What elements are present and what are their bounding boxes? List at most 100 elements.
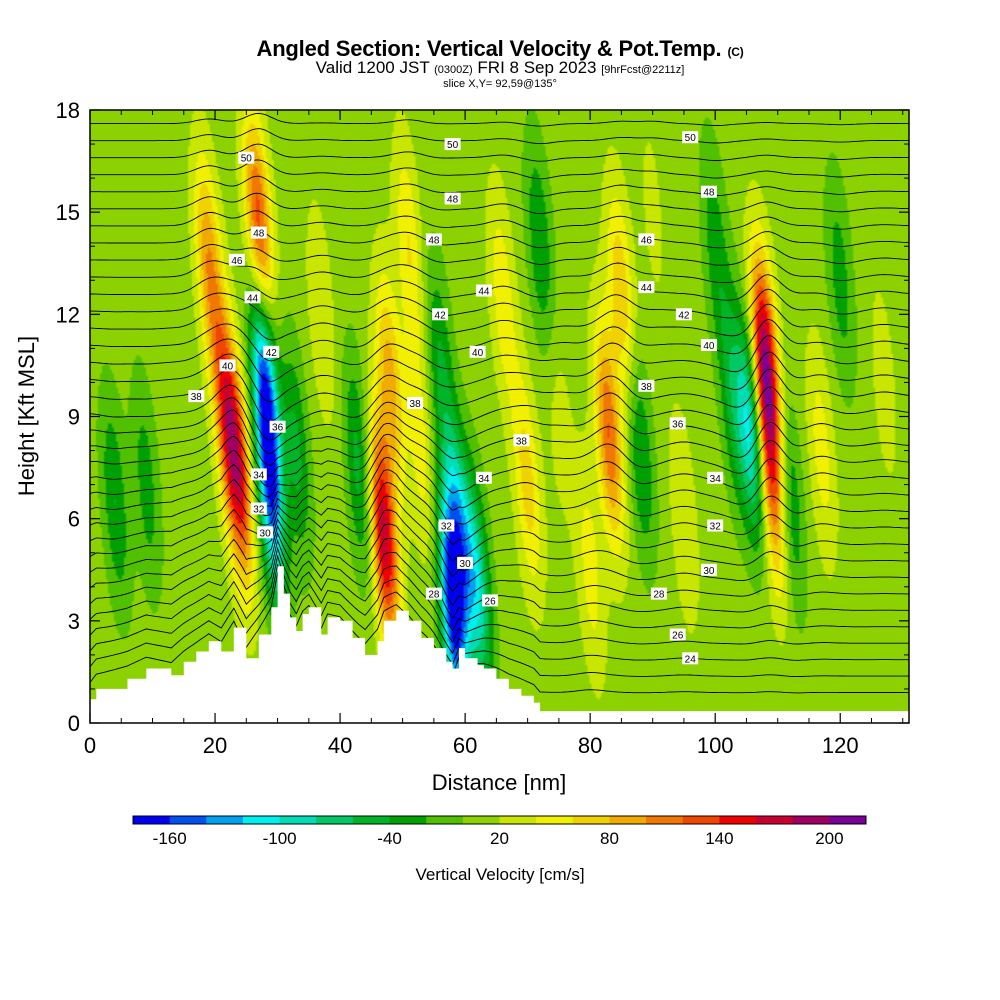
title-text: Angled Section: Vertical Velocity & Pot.… [256,36,722,61]
slice-info: slice X,Y= 92,59@135° [443,78,557,90]
contour-label-text: 30 [703,566,715,577]
contour-label: 42 [432,308,449,321]
colorbar-tick-label: -40 [377,829,402,848]
contour-label-text: 42 [678,310,690,321]
contour-label-box [638,281,655,294]
colorbar-segment [756,816,794,824]
contour-label-text: 50 [685,133,697,144]
contour-labels: 50 48 46 44 42 40 38 36 34 32 30 50 48 48 44 42 40 38 38 34… [188,131,724,665]
contour-label: 34 [250,468,267,481]
colorbar-segment [352,816,391,824]
colorbar-segment [536,816,574,824]
contour-label-text: 48 [447,195,459,206]
theta-contour [90,303,909,341]
theta-contour [90,572,909,694]
contour-label-text: 50 [447,140,459,151]
x-tick-label: 80 [578,733,602,758]
contour-label: 48 [444,192,461,206]
contour-label: 38 [513,434,530,447]
contour-label-box [682,131,699,144]
contour-label-text: 30 [460,559,472,570]
forecast-info: [9hrFcst@2211z] [601,64,685,76]
contour-label: 30 [700,563,717,577]
contour-label: 48 [425,233,442,246]
valid-zulu: (0300Z) [434,64,473,76]
colorbar-segment [462,816,500,824]
colorbar-tick-label: -100 [263,829,297,848]
contour-label-text: 28 [428,590,440,601]
y-tick-label: 18 [56,98,80,123]
theta-contour [90,397,909,454]
contour-label-box [700,185,717,198]
theta-contour [90,546,909,645]
contour-label-text: 40 [472,348,484,359]
contour-label-text: 42 [266,348,278,359]
contour-label-text: 38 [410,399,422,410]
y-tick-label: 15 [56,200,80,225]
contour-label: 44 [638,281,655,294]
y-tick-label: 3 [68,609,80,634]
colorbar-segment [206,816,244,824]
contour-label: 24 [682,652,699,665]
x-tick-label: 40 [328,733,352,758]
theta-contour [90,175,909,197]
theta-contour [90,351,909,403]
contour-label: 44 [244,291,261,304]
contour-label-text: 26 [485,596,497,607]
chart-title: Angled Section: Vertical Velocity & Pot.… [0,36,1000,62]
contour-label-text: 30 [260,528,272,539]
contour-label-box [638,379,655,392]
contour-label-box [475,284,492,297]
contour-label: 42 [263,345,280,359]
contour-label: 50 [444,138,461,151]
contour-label: 34 [707,471,724,485]
contour-label-text: 48 [703,188,715,199]
theta-contour [90,554,909,661]
contour-label-box [438,519,455,532]
theta-contour [90,319,909,362]
x-tick-label: 100 [697,733,734,758]
contour-label-text: 36 [272,423,284,434]
contour-label-box [257,526,274,539]
contour-label-box [432,308,449,321]
theta-contour [90,384,909,441]
terrain [90,566,909,723]
contour-label-box [638,233,655,246]
contour-label-box [250,226,267,239]
contour-label: 48 [700,185,717,199]
contour-label-box [250,468,267,481]
colorbar-segment [646,816,684,824]
contour-label-box [188,390,205,403]
theta-contour [90,433,909,494]
contour-label-text: 36 [672,419,684,430]
contour-label-text: 32 [441,522,453,533]
chart-subtitle: Valid 1200 JST (0300Z) FRI 8 Sep 2023 [9… [0,58,1000,78]
contour-label: 34 [475,471,492,485]
x-tick-label: 60 [453,733,477,758]
y-axis-label: Height [Kft MSL] [14,336,39,496]
potential-temperature-contours [90,112,909,694]
theta-contour [90,274,909,301]
theta-contour [90,409,909,466]
contour-label-box [407,396,424,409]
contour-label: 42 [675,308,692,321]
theta-contour [90,159,909,180]
contour-label-box [263,345,280,358]
contour-label-box [269,420,286,433]
contour-label: 30 [257,526,274,539]
theta-contour [90,482,909,562]
y-tick-label: 12 [56,302,80,327]
contour-label: 40 [700,339,717,352]
contour-label-text: 38 [191,392,203,403]
y-tick-label: 0 [68,711,80,736]
contour-label-box [219,359,236,372]
contour-label-box [457,556,474,569]
contour-label-text: 34 [253,470,265,481]
contour-label: 38 [188,390,205,403]
contour-label: 38 [638,379,655,393]
contour-label-box [700,563,717,576]
contour-label: 46 [638,233,655,246]
contour-label: 32 [707,519,724,533]
contour-label-box [250,502,267,515]
